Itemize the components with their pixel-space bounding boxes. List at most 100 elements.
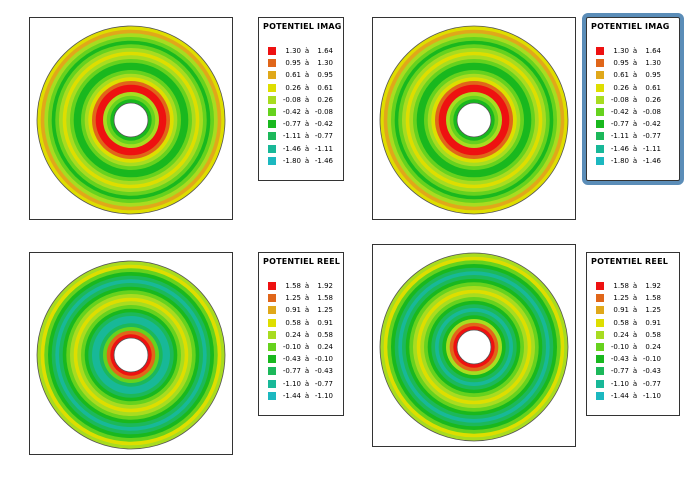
legend-range-high: 1.30: [317, 59, 333, 68]
legend-range-high: 0.61: [317, 83, 333, 92]
legend-range-low: 1.58: [285, 282, 301, 290]
legend-swatch: [268, 95, 276, 104]
legend-swatch: [268, 379, 276, 388]
legend-title: POTENTIEL REEL: [263, 257, 341, 266]
legend-separator: à: [304, 379, 310, 388]
legend-range-high: -0.43: [642, 367, 661, 376]
legend-imag-left[interactable]: POTENTIEL IMAG 1.30 à 1.64 0.95 à 1.30 0.61 à 0.…: [258, 17, 344, 181]
legend-range-low: 0.91: [613, 306, 629, 315]
legend-range-low: -1.80: [610, 156, 629, 165]
legend-separator: à: [304, 282, 310, 290]
legend-row: -0.77 à -0.42: [596, 119, 661, 129]
disc-inner-hole: [113, 102, 149, 138]
legend-swatch: [268, 83, 276, 92]
legend-row: -0.77 à -0.43: [268, 366, 333, 376]
legend-separator: à: [304, 47, 310, 55]
legend-separator: à: [304, 355, 310, 364]
legend-swatch: [268, 343, 276, 351]
legend-separator: à: [632, 144, 638, 153]
legend-row: 0.61 à 0.95: [268, 70, 333, 80]
legend-row: -1.80 à -1.46: [596, 156, 661, 166]
legend-range-high: -1.10: [642, 391, 661, 400]
legend-range-high: -0.77: [314, 379, 333, 388]
legend-row: -0.42 à -0.08: [596, 107, 661, 117]
legend-row: -1.10 à -0.77: [596, 379, 661, 389]
legend-row: -0.77 à -0.42: [268, 119, 333, 129]
legend-swatch: [596, 318, 604, 327]
legend-separator: à: [304, 306, 310, 315]
legend-range-high: -1.46: [314, 156, 333, 165]
legend-row: 0.24 à 0.58: [268, 330, 333, 340]
legend-range-high: -0.10: [642, 355, 661, 364]
legend-range-high: 0.24: [645, 343, 661, 351]
legend-separator: à: [304, 132, 310, 141]
legend-swatch: [596, 355, 604, 364]
legend-row: -1.11 à -0.77: [268, 131, 333, 141]
legend-range-high: -0.77: [642, 379, 661, 388]
legend-separator: à: [632, 318, 638, 327]
legend-separator: à: [304, 144, 310, 153]
disc-outline: [36, 25, 226, 215]
legend-range-high: 1.58: [317, 294, 333, 303]
legend-range-high: -0.08: [314, 108, 333, 116]
legend-separator: à: [304, 71, 310, 80]
legend-swatch: [268, 367, 276, 376]
legend-row: -1.80 à -1.46: [268, 156, 333, 166]
legend-swatch: [596, 391, 604, 400]
legend-imag-right-selected[interactable]: POTENTIEL IMAG 1.30 à 1.64 0.95 à 1.30 0.61 à 0.…: [582, 13, 684, 185]
legend-swatch: [596, 156, 604, 165]
legend-range-high: 0.26: [645, 95, 661, 104]
legend-row: -0.10 à 0.24: [268, 342, 333, 352]
legend-row: -0.77 à -0.43: [596, 366, 661, 376]
legend-range-high: -1.10: [314, 391, 333, 400]
legend-row: 0.26 à 0.61: [596, 83, 661, 93]
legend-range-high: 0.24: [317, 343, 333, 351]
legend-swatch: [596, 71, 604, 80]
legend-separator: à: [632, 330, 638, 339]
legend-range-low: 0.91: [285, 306, 301, 315]
legend-range-low: 0.26: [613, 83, 629, 92]
legend-range-high: -1.11: [314, 144, 333, 153]
legend-swatch: [268, 144, 276, 153]
legend-row: -1.44 à -1.10: [596, 391, 661, 401]
legend-swatch: [268, 47, 276, 55]
legend-row: 1.58 à 1.92: [596, 281, 661, 291]
legend-swatch: [596, 83, 604, 92]
legend-separator: à: [304, 59, 310, 68]
legend-swatch: [268, 282, 276, 290]
legend-row: 1.25 à 1.58: [268, 293, 333, 303]
legend-range-low: 1.58: [613, 282, 629, 290]
legend-range-low: 1.30: [285, 47, 301, 55]
legend-swatch: [268, 120, 276, 129]
legend-separator: à: [632, 355, 638, 364]
contour-disc-reel-left: [36, 260, 226, 450]
legend-row: 1.30 à 1.64: [596, 46, 661, 56]
legend-range-low: -1.10: [610, 379, 629, 388]
legend-separator: à: [632, 47, 638, 55]
legend-reel-right[interactable]: POTENTIEL REEL 1.58 à 1.92 1.25 à 1.58 0.91 à 1.…: [586, 252, 680, 416]
legend-range-low: 1.25: [285, 294, 301, 303]
legend-range-high: 0.95: [317, 71, 333, 80]
legend-swatch: [596, 132, 604, 141]
legend-separator: à: [632, 294, 638, 303]
legend-range-high: 0.91: [317, 318, 333, 327]
legend-reel-left[interactable]: POTENTIEL REEL 1.58 à 1.92 1.25 à 1.58 0.91 à 1.…: [258, 252, 344, 416]
legend-swatch: [596, 144, 604, 153]
legend-swatch: [268, 294, 276, 303]
legend-range-low: -1.10: [282, 379, 301, 388]
legend-separator: à: [304, 294, 310, 303]
legend-row: 1.25 à 1.58: [596, 293, 661, 303]
legend-range-low: -1.44: [610, 391, 629, 400]
plot-reel-left: [29, 252, 233, 455]
legend-separator: à: [632, 71, 638, 80]
legend-swatch: [596, 120, 604, 129]
legend-range-high: 0.95: [645, 71, 661, 80]
disc-outline: [36, 260, 226, 450]
legend-swatch: [596, 294, 604, 303]
legend-swatch: [596, 47, 604, 55]
legend-separator: à: [632, 95, 638, 104]
legend-range-high: 1.25: [317, 306, 333, 315]
legend-range-low: -0.77: [610, 120, 629, 129]
legend-separator: à: [304, 343, 310, 351]
legend-row: 0.95 à 1.30: [596, 58, 661, 68]
